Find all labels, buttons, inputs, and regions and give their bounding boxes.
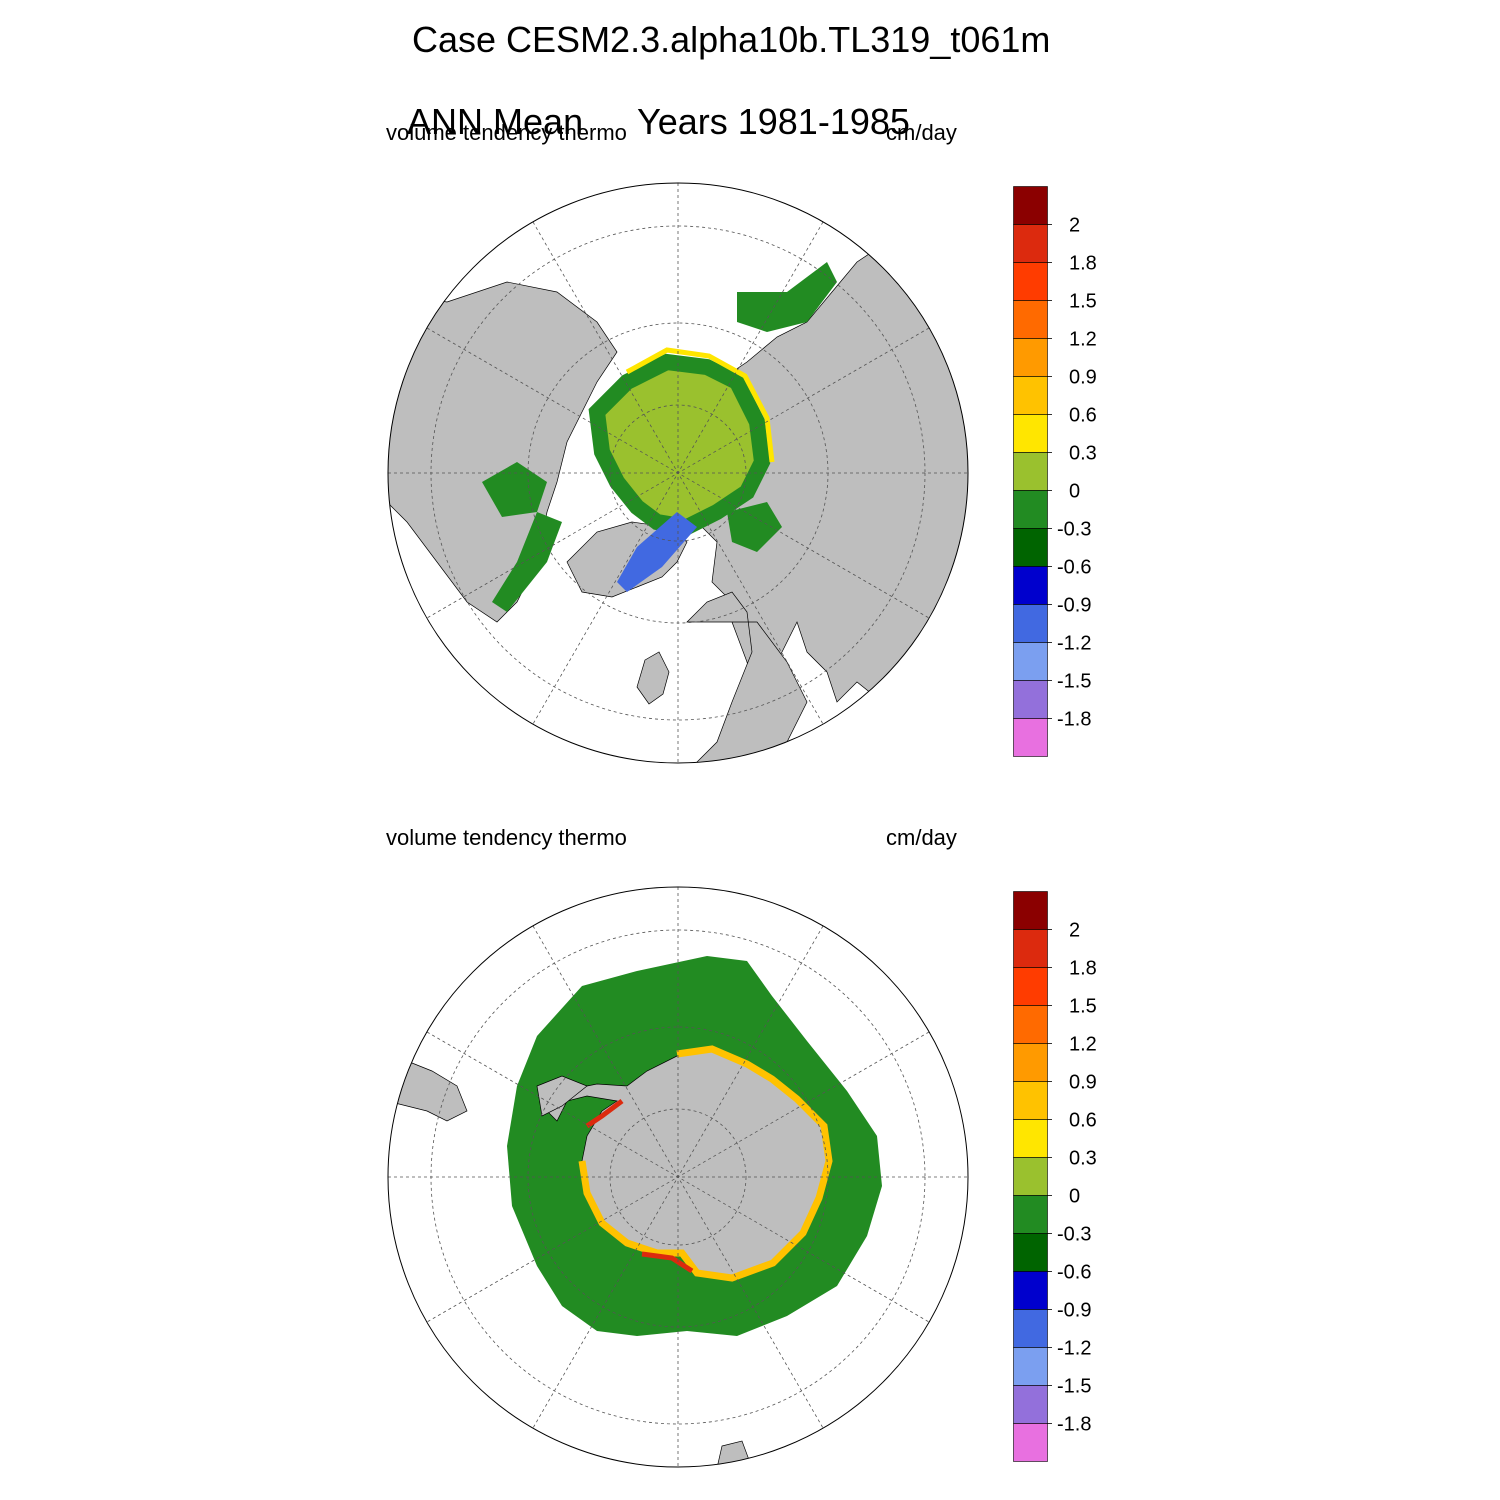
colorbar-box — [1013, 680, 1048, 719]
colorbar-tick-label: 0.6 — [1069, 1110, 1097, 1132]
colorbar-box — [1013, 1195, 1048, 1234]
south-map-border — [387, 886, 969, 1468]
south-coastal-red-weddell — [585, 1099, 624, 1129]
colorbar-tick-label: -0.6 — [1057, 1262, 1091, 1284]
colorbar-box — [1013, 338, 1048, 377]
north-land-britain — [636, 651, 670, 705]
south-colorbar-boxes — [1013, 891, 1048, 1462]
colorbar-tick-label: -0.9 — [1057, 595, 1091, 617]
north-baffin-ice — [492, 512, 562, 612]
north-atlantic-melt — [617, 512, 697, 592]
colorbar-tick-label: -1.8 — [1057, 709, 1091, 731]
colorbar-box — [1013, 1309, 1048, 1348]
colorbar-tick-label: 0 — [1069, 481, 1080, 503]
colorbar-box — [1013, 929, 1048, 968]
north-land-america — [388, 281, 618, 623]
colorbar-box — [1013, 1423, 1048, 1462]
colorbar-tick-label: 0.3 — [1069, 1148, 1097, 1170]
colorbar-box — [1013, 528, 1048, 567]
colorbar-tick-label: 0.9 — [1069, 1072, 1097, 1094]
north-polar-map — [387, 182, 969, 764]
colorbar-box — [1013, 891, 1048, 930]
figure-title-line2: ANN Mean Years 1981-1985 — [389, 68, 910, 142]
south-colorbar: 2 1.8 1.5 1.2 0.9 0.6 0.3 0 -0.3 -0.6 -0.9 -1.2 -1.5… — [1013, 891, 1097, 1462]
north-units-label: cm/day — [886, 120, 957, 145]
colorbar-box — [1013, 1157, 1048, 1196]
colorbar-box — [1013, 718, 1048, 757]
north-colorbar: 2 1.8 1.5 1.2 0.9 0.6 0.3 0 -0.3 -0.6 -0.9 -1.2 -1.5… — [1013, 186, 1097, 757]
colorbar-tick-label: 0.9 — [1069, 367, 1097, 389]
south-coastal-growth — [578, 1045, 833, 1282]
south-coastal-red-ross — [641, 1251, 694, 1274]
colorbar-box — [1013, 1043, 1048, 1082]
colorbar-tick-label: -0.6 — [1057, 557, 1091, 579]
colorbar-tick-label: 1.5 — [1069, 996, 1097, 1018]
colorbar-box — [1013, 1233, 1048, 1272]
north-arctic-edge — [625, 347, 775, 463]
north-variable-label: volume tendency thermo — [386, 120, 627, 145]
colorbar-box — [1013, 1385, 1048, 1424]
colorbar-box — [1013, 1005, 1048, 1044]
colorbar-tick-label: 1.2 — [1069, 1034, 1097, 1056]
colorbar-box — [1013, 642, 1048, 681]
colorbar-tick-label: -1.2 — [1057, 633, 1091, 655]
colorbar-box — [1013, 376, 1048, 415]
colorbar-box — [1013, 604, 1048, 643]
colorbar-tick-label: -0.9 — [1057, 1300, 1091, 1322]
colorbar-box — [1013, 1081, 1048, 1120]
colorbar-tick-label: -1.2 — [1057, 1338, 1091, 1360]
colorbar-tick-label: 0.3 — [1069, 443, 1097, 465]
colorbar-box — [1013, 414, 1048, 453]
south-land-peninsula — [536, 1075, 588, 1117]
colorbar-tick-label: 1.2 — [1069, 329, 1097, 351]
colorbar-tick-label: -1.8 — [1057, 1414, 1091, 1436]
colorbar-tick-label: 0 — [1069, 1186, 1080, 1208]
north-graticule — [388, 183, 968, 763]
north-barents-ice — [727, 502, 782, 552]
north-arctic-ring — [588, 353, 771, 536]
colorbar-box — [1013, 1119, 1048, 1158]
colorbar-tick-label: -1.5 — [1057, 1376, 1091, 1398]
colorbar-box — [1013, 1347, 1048, 1386]
north-colorbar-boxes — [1013, 186, 1048, 757]
south-units-label: cm/day — [886, 825, 957, 850]
colorbar-tick-label: -1.5 — [1057, 671, 1091, 693]
colorbar-tick-label: 1.8 — [1069, 958, 1097, 980]
south-polar-map — [387, 886, 969, 1468]
colorbar-box — [1013, 566, 1048, 605]
colorbar-tick-label: 2 — [1069, 215, 1080, 237]
north-land-europe — [686, 591, 808, 763]
north-pacific-ice — [737, 262, 837, 332]
colorbar-box — [1013, 967, 1048, 1006]
colorbar-box — [1013, 262, 1048, 301]
colorbar-box — [1013, 490, 1048, 529]
north-colorbar-labels: 2 1.8 1.5 1.2 0.9 0.6 0.3 0 -0.3 -0.6 -0.9 -1.2 -1.5… — [1047, 215, 1097, 731]
north-arctic-ice — [597, 362, 762, 527]
colorbar-tick-label: 1.8 — [1069, 253, 1097, 275]
colorbar-box — [1013, 1271, 1048, 1310]
colorbar-box — [1013, 224, 1048, 263]
figure-title-line1: Case CESM2.3.alpha10b.TL319_t061m — [412, 19, 1051, 60]
colorbar-tick-label: 1.5 — [1069, 291, 1097, 313]
colorbar-tick-label: -0.3 — [1057, 1224, 1091, 1246]
period-label: ANN Mean — [407, 101, 584, 142]
colorbar-tick-label: 0.6 — [1069, 405, 1097, 427]
north-map-border — [387, 182, 969, 764]
years-label: Years 1981-1985 — [637, 101, 910, 142]
colorbar-tick-label: -0.3 — [1057, 519, 1091, 541]
colorbar-tick-label: 2 — [1069, 920, 1080, 942]
south-colorbar-labels: 2 1.8 1.5 1.2 0.9 0.6 0.3 0 -0.3 -0.6 -0.9 -1.2 -1.5… — [1047, 920, 1097, 1436]
colorbar-box — [1013, 452, 1048, 491]
south-variable-label: volume tendency thermo — [386, 825, 627, 850]
colorbar-box — [1013, 186, 1048, 225]
south-graticule — [388, 887, 968, 1467]
colorbar-box — [1013, 300, 1048, 339]
